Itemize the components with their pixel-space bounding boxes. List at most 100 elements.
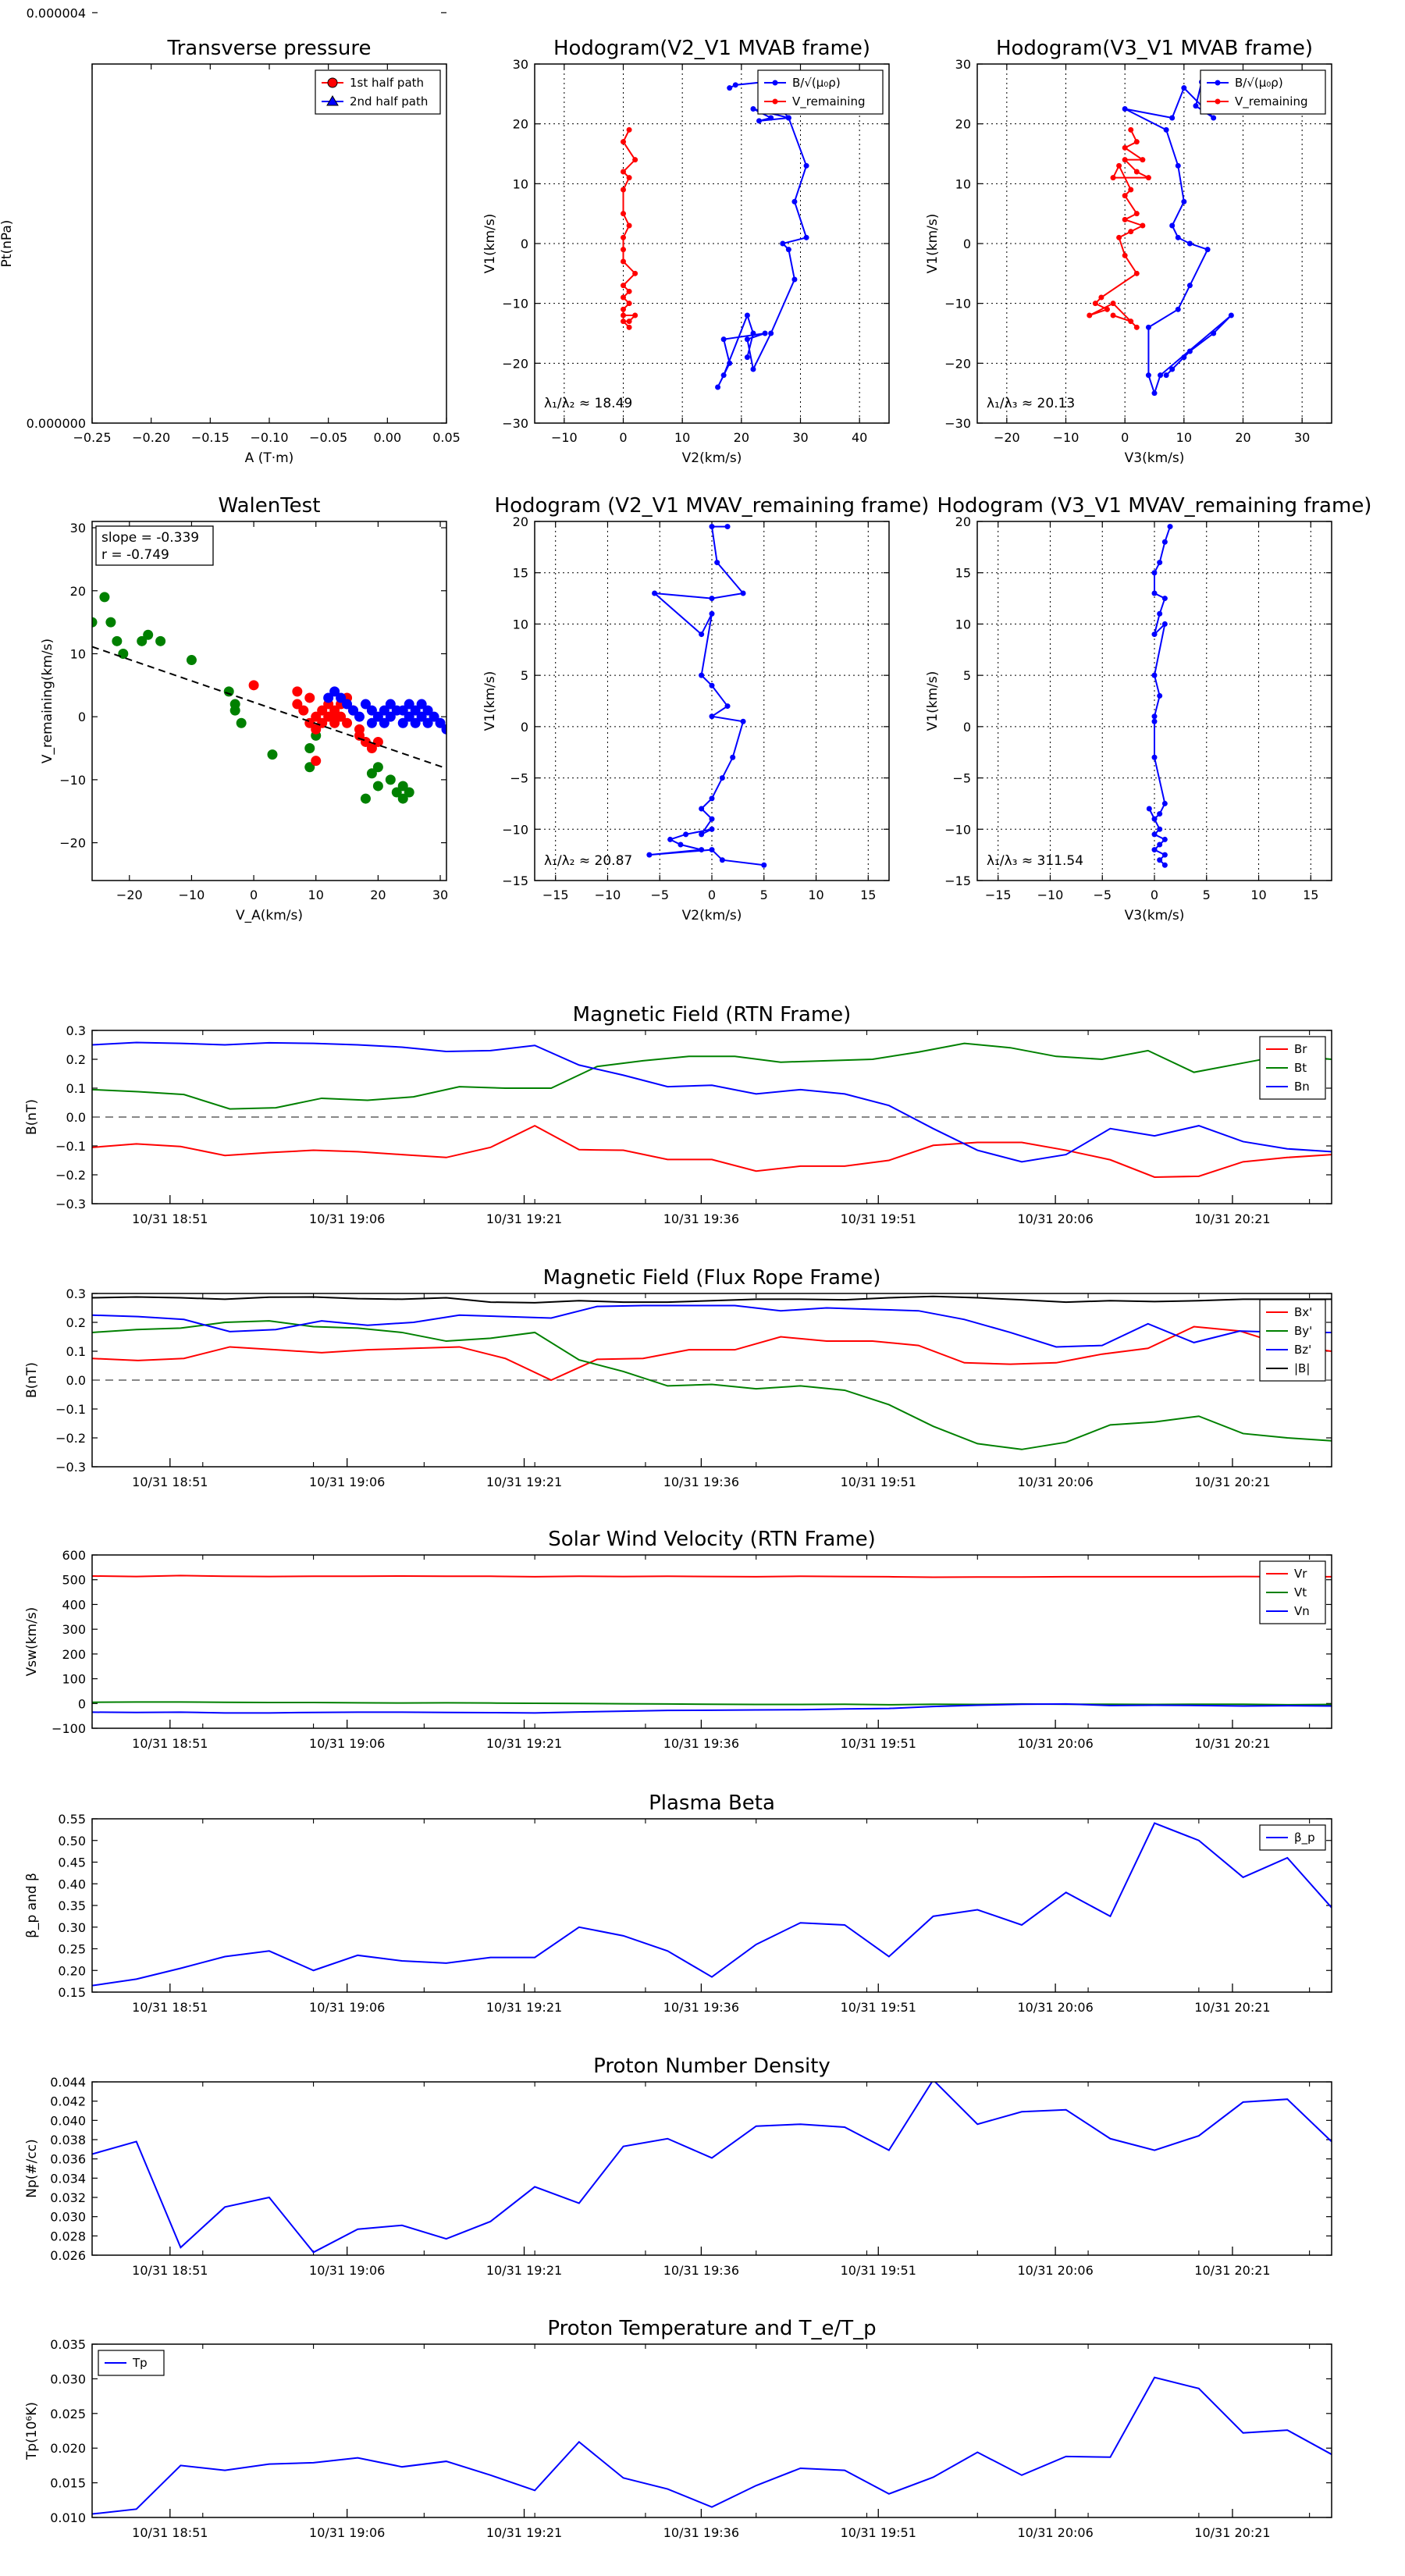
y-tick-label: −10 xyxy=(944,297,971,311)
scatter-point xyxy=(397,781,408,792)
legend-marker xyxy=(772,98,778,105)
data-marker xyxy=(626,288,632,294)
data-marker xyxy=(1110,312,1116,318)
chart-hodogram-v3v1-mvav: Hodogram (V3_V1 MVAV_remaining frame) −15… xyxy=(925,494,1371,923)
y-tick-label: −30 xyxy=(944,416,971,431)
data-marker xyxy=(621,283,626,289)
x-tick-label: 10/31 18:51 xyxy=(132,2525,208,2540)
legend-label: Br xyxy=(1294,1042,1307,1056)
plot-frame xyxy=(976,63,1332,424)
series-line xyxy=(92,1042,1332,1110)
x-tick-label: 10 xyxy=(674,430,690,445)
y-tick-label: −5 xyxy=(952,771,971,786)
data-marker xyxy=(1122,106,1128,112)
y-axis-label: B(nT) xyxy=(24,1362,40,1398)
scatter-point xyxy=(354,730,365,741)
legend: Br Bt Bn xyxy=(1259,1036,1326,1100)
chart-title: Solar Wind Velocity (RTN Frame) xyxy=(548,1528,875,1551)
chart-proton-number-density: Proton Number Density 0.026 0.028 0.030 0.03… xyxy=(24,2055,1332,2278)
x-axis-label: V3(km/s) xyxy=(1125,908,1185,923)
data-marker xyxy=(1133,324,1140,330)
scatter-point xyxy=(118,648,129,659)
data-marker xyxy=(1128,187,1134,193)
y-tick-label: 10 xyxy=(955,617,971,632)
y-tick-label: −30 xyxy=(502,416,528,431)
series-bz- xyxy=(92,1304,1332,1348)
legend-label: Vn xyxy=(1294,1604,1310,1618)
legend-marker xyxy=(1215,80,1221,86)
data-marker xyxy=(727,360,733,366)
data-marker xyxy=(632,270,638,276)
data-marker xyxy=(1145,324,1151,330)
series-line xyxy=(92,1124,1332,1178)
x-tick-label: 10/31 18:51 xyxy=(132,2263,208,2278)
data-marker xyxy=(720,372,727,379)
plot-frame xyxy=(91,2343,1332,2518)
data-marker xyxy=(699,632,705,638)
scatter-point xyxy=(348,705,359,716)
x-tick-label: 10/31 20:21 xyxy=(1194,1736,1270,1751)
data-marker xyxy=(1110,301,1116,307)
x-tick-label: 0 xyxy=(250,888,258,902)
data-marker xyxy=(1151,390,1158,397)
x-tick-label: 10/31 19:21 xyxy=(486,1475,562,1489)
data-marker xyxy=(1151,713,1158,720)
y-axis-label: Pt(nPa) xyxy=(0,220,15,268)
y-tick-label: 0 xyxy=(78,710,86,724)
plot-frame xyxy=(534,521,890,881)
x-tick-label: 0 xyxy=(1151,888,1158,902)
legend-box xyxy=(1259,1299,1326,1382)
data-marker xyxy=(1128,318,1134,325)
scatter-point xyxy=(416,711,427,722)
data-marker xyxy=(1204,247,1211,253)
y-tick-label: 0.3 xyxy=(66,1023,86,1038)
plot-area xyxy=(621,79,809,390)
data-marker xyxy=(803,162,809,169)
x-tick-label: −20 xyxy=(116,888,143,902)
legend-label: Bz' xyxy=(1294,1343,1311,1357)
chart-title: Proton Temperature and T_e/T_p xyxy=(547,2317,876,2340)
scatter-point xyxy=(137,635,148,646)
y-tick-label: −100 xyxy=(52,1721,86,1736)
x-tick-label: 10/31 19:21 xyxy=(486,2263,562,2278)
y-axis-label: V1(km/s) xyxy=(482,214,498,274)
plot-area xyxy=(646,524,767,868)
legend-box xyxy=(1200,69,1326,115)
x-tick-label: −10 xyxy=(1053,430,1080,445)
data-marker xyxy=(719,857,725,863)
x-tick-label: −15 xyxy=(985,888,1012,902)
scatter-point xyxy=(366,717,377,728)
plot-frame xyxy=(91,1818,1332,1993)
y-tick-label: 0.042 xyxy=(50,2094,86,2109)
y-tick-label: 0.0 xyxy=(66,1373,86,1388)
series-line xyxy=(92,1703,1332,1714)
data-marker xyxy=(714,560,720,566)
scatter-point xyxy=(99,592,110,603)
legend-label: Tp xyxy=(132,2356,148,2370)
y-tick-label: 20 xyxy=(70,584,86,599)
data-marker xyxy=(720,336,727,343)
scatter-point xyxy=(223,686,234,697)
scatter-point xyxy=(298,705,309,716)
scatter-point xyxy=(379,717,389,728)
chart-title: Magnetic Field (RTN Frame) xyxy=(573,1003,852,1026)
data-marker xyxy=(709,596,715,602)
data-marker xyxy=(1140,222,1146,229)
x-tick-label: 30 xyxy=(1294,430,1310,445)
data-marker xyxy=(785,247,791,253)
x-tick-label: 5 xyxy=(1203,888,1211,902)
scatter-point xyxy=(391,787,402,798)
legend-label: Bx' xyxy=(1294,1305,1312,1319)
plot-frame xyxy=(91,1030,1332,1204)
x-tick-label: 15 xyxy=(1303,888,1318,902)
scatter-point xyxy=(304,743,315,754)
series-vr xyxy=(92,1574,1332,1578)
y-tick-label: 0.55 xyxy=(58,1812,86,1827)
y-tick-label: −10 xyxy=(59,773,86,788)
legend-label: By' xyxy=(1294,1324,1312,1338)
y-tick-label: 0.35 xyxy=(58,1898,86,1913)
series-line xyxy=(1089,129,1149,329)
y-tick-label: 0.030 xyxy=(50,2371,86,2386)
legend-marker xyxy=(1215,98,1221,105)
y-tick-label: 0.032 xyxy=(50,2190,86,2205)
